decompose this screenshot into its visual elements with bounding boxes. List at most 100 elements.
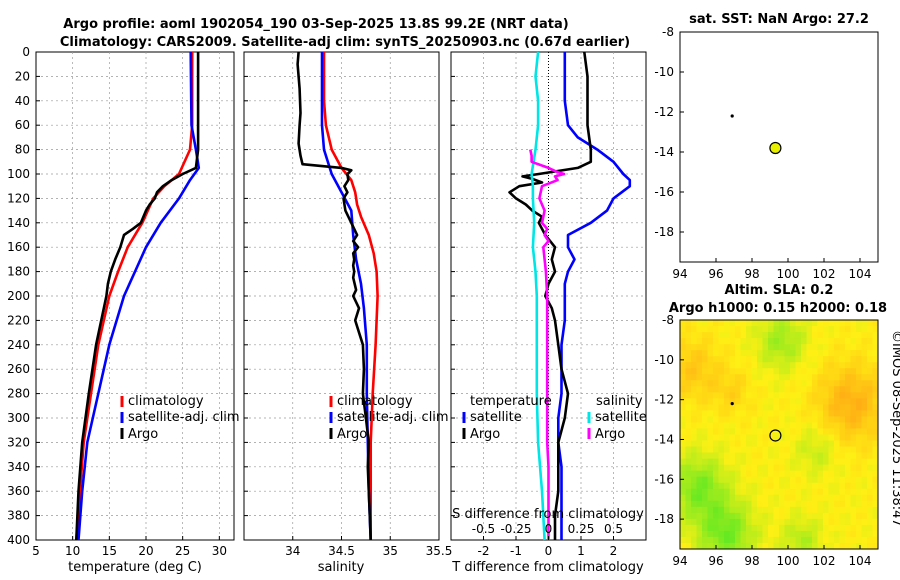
sla-cell [740, 320, 747, 327]
series-climatology [322, 52, 379, 540]
sla-cell [823, 410, 829, 417]
sla-cell [795, 416, 802, 423]
sla-cell [735, 386, 741, 393]
depth-tick-label: 160 [7, 240, 30, 254]
sla-cell [839, 470, 846, 478]
sla-cell [740, 530, 747, 538]
sla-cell [856, 416, 862, 423]
sla-cell [713, 518, 719, 526]
sla-cell [707, 350, 714, 357]
sla-cell [696, 446, 703, 453]
sla-cell [707, 356, 714, 363]
sla-cell [735, 470, 741, 478]
sla-cell [867, 464, 873, 472]
sla-cell [834, 344, 840, 351]
sla-cell [691, 452, 697, 460]
sla-cell [812, 326, 818, 333]
sla-cell [872, 482, 879, 490]
sla-cell [817, 332, 824, 339]
sla-cell [757, 518, 763, 526]
sla-cell [856, 494, 862, 502]
sla-cell [806, 338, 813, 345]
sla-cell [812, 524, 818, 532]
map-x-tick-label: 102 [813, 267, 836, 281]
sla-cell [680, 482, 686, 490]
sla-cell [718, 332, 725, 339]
sla-cell [724, 368, 730, 375]
sla-cell [828, 530, 835, 538]
sla-cell [757, 458, 763, 466]
sla-cell [779, 482, 785, 490]
sla-cell [779, 380, 785, 387]
sla-cell [757, 440, 763, 447]
sla-cell [680, 392, 686, 399]
sla-cell [817, 464, 824, 472]
sla-cell [696, 434, 703, 441]
sla-cell [779, 422, 785, 429]
sla-cell [834, 458, 840, 466]
depth-tick-label: 240 [7, 338, 30, 352]
sla-cell [724, 386, 730, 393]
sla-cell [801, 464, 807, 472]
sla-cell [724, 500, 730, 508]
sla-cell [784, 494, 791, 502]
sla-cell [839, 368, 846, 375]
tick-layer: 5 10 15 20 25 30 34 34.5 35 35.5 -2 -1 0 1 2 -0.5 -0.25 0… [7, 45, 623, 558]
sla-cell [806, 524, 813, 532]
sla-cell [729, 332, 736, 339]
sla-cell [713, 380, 719, 387]
map-x-tick-label: 94 [672, 267, 687, 281]
sla-cell [790, 350, 796, 357]
sla-cell [784, 386, 791, 393]
sla-cell [696, 386, 703, 393]
map-y-tick-label: -16 [654, 185, 674, 199]
sla-cell [790, 470, 796, 478]
sla-cell [795, 446, 802, 453]
sla-cell [812, 440, 818, 447]
sla-cell [691, 380, 697, 387]
sla-cell [768, 380, 774, 387]
sla-cell [817, 410, 824, 417]
sla-cell [850, 374, 857, 381]
sla-cell [691, 338, 697, 345]
x-tick-label: 15 [102, 544, 117, 558]
sla-cell [707, 488, 714, 496]
sla-cell [729, 362, 736, 369]
sla-cell [735, 440, 741, 447]
sla-cell [707, 416, 714, 423]
sla-cell [735, 404, 741, 411]
sla-cell [685, 428, 692, 435]
sla-cell [839, 446, 846, 453]
sla-cell [685, 416, 692, 423]
sla-cell [724, 434, 730, 441]
sla-cell [828, 434, 835, 441]
sla-cell [867, 476, 873, 484]
sla-cell [795, 482, 802, 490]
sla-cell [740, 386, 747, 393]
sla-cell [845, 338, 851, 345]
sla-cell [740, 392, 747, 399]
sla-cell [751, 464, 758, 472]
sla-cell [801, 422, 807, 429]
sla-cell [773, 440, 780, 447]
sla-cell [872, 536, 879, 544]
sla-cell [768, 458, 774, 466]
sla-cell [718, 392, 725, 399]
sla-cell [773, 500, 780, 508]
sla-cell [817, 506, 824, 514]
series-argo [296, 51, 372, 541]
sla-cell [784, 458, 791, 466]
sla-cell [872, 326, 879, 333]
sla-cell [702, 530, 708, 538]
sla-cell [713, 506, 719, 514]
sla-cell [834, 320, 840, 327]
sla-cell [724, 452, 730, 460]
sla-cell [839, 410, 846, 417]
sla-cell [823, 416, 829, 423]
sla-cell [718, 440, 725, 447]
sla-cell [784, 482, 791, 490]
sla-cell [856, 470, 862, 478]
map-y-tick-label: -14 [654, 432, 674, 446]
map-y-tick-label: -16 [654, 472, 674, 486]
sla-cell [729, 356, 736, 363]
